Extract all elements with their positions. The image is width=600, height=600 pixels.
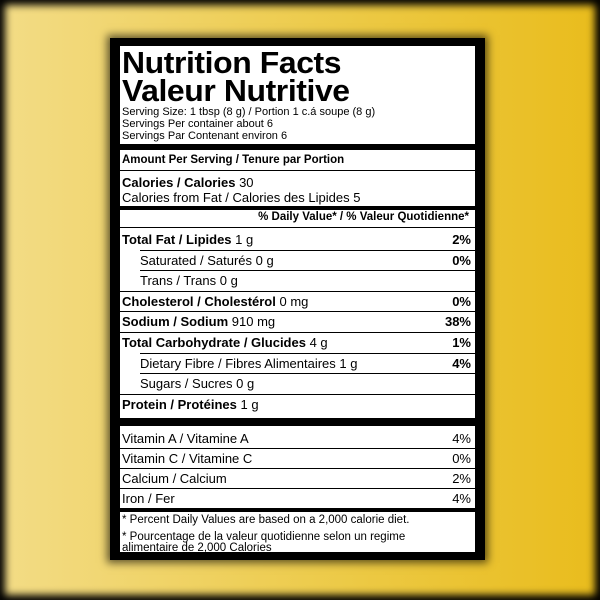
nutrient-name: Total Fat / Lipides	[122, 232, 232, 247]
nutrient-name: Total Carbohydrate / Glucides	[122, 335, 306, 350]
vitamin-name: Iron / Fer	[122, 491, 175, 507]
nutrient-row: Total Fat / Lipides 1 g 2%	[122, 230, 471, 250]
nutrient-row: Dietary Fibre / Fibres Alimentaires 1 g 4…	[140, 354, 471, 374]
rule	[120, 206, 475, 210]
nutrient-amount: 4 g	[309, 335, 328, 350]
nutrient-name: Sodium / Sodium	[122, 314, 229, 330]
daily-value: 2%	[452, 232, 471, 247]
nutrient-name: Cholesterol / Cholestérol	[122, 293, 276, 309]
daily-value: 1%	[452, 335, 471, 350]
nutrient-row: Cholesterol / Cholestérol 0 mg 0%	[122, 292, 471, 312]
nutrient-name: Dietary Fibre / Fibres Alimentaires	[140, 355, 336, 371]
rule	[140, 352, 475, 354]
daily-value: 4%	[452, 491, 471, 507]
rule	[120, 393, 475, 395]
daily-value: 4%	[452, 355, 471, 371]
rule	[120, 170, 475, 171]
nutrient-amount: 910 mg	[231, 314, 276, 330]
footnote: * Percent Daily Values are based on a 2,…	[122, 514, 410, 526]
vitamin-name: Vitamin C / Vitamine C	[122, 451, 253, 467]
nutrient-row: Saturated / Saturés 0 g 0%	[140, 251, 471, 271]
vitamin-row: Iron / Fer 4%	[122, 489, 471, 509]
nutrient-row: Protein / Protéines 1 g	[122, 395, 471, 415]
footnote: * Pourcentage de la valeur quotidienne s…	[122, 531, 406, 552]
rule	[120, 332, 475, 333]
nutrient-amount: 1 g	[235, 232, 254, 247]
vitamin-row: Calcium / Calcium 2%	[122, 469, 471, 489]
serving-line: Servings Per container about 6	[122, 118, 274, 130]
nutrient-amount: 1 g	[240, 396, 259, 412]
rule	[140, 373, 475, 375]
amount-header: Amount Per Serving / Tenure par Portion	[122, 154, 345, 166]
serving-line: Serving Size: 1 tbsp (8 g) / Portion 1 c…	[122, 106, 376, 118]
nutrient-row: Sodium / Sodium 910 mg 38%	[122, 312, 471, 332]
nutrient-amount: 0 g	[219, 273, 238, 289]
rule	[120, 227, 475, 228]
nutrient-name: Trans / Trans	[140, 273, 217, 289]
daily-value: 0%	[452, 252, 471, 268]
serving-line: Servings Par Contenant environ 6	[122, 130, 288, 142]
rule	[120, 448, 475, 450]
nutrient-row: Sugars / Sucres 0 g	[140, 374, 471, 394]
nutrient-name: Saturated / Saturés	[140, 252, 253, 268]
rule	[140, 270, 475, 272]
rule	[120, 468, 475, 470]
title: Valeur Nutritive	[122, 73, 350, 108]
rule	[120, 488, 475, 490]
rule	[120, 508, 475, 513]
daily-value: 38%	[444, 314, 471, 330]
calories: Calories / Calories 30	[122, 175, 254, 190]
daily-value: 2%	[452, 471, 471, 487]
vitamin-row: Vitamin C / Vitamine C 0%	[122, 449, 471, 469]
nutrient-amount: 0 g	[255, 252, 274, 268]
rule	[120, 418, 475, 427]
calories-value: 30	[239, 175, 254, 190]
daily-value: 0%	[452, 451, 471, 467]
nutrient-name: Sugars / Sucres	[140, 376, 233, 392]
vitamin-name: Calcium / Calcium	[122, 471, 227, 487]
vitamin-name: Vitamin A / Vitamine A	[122, 431, 249, 447]
nutrition-label: Nutrition Facts Valeur Nutritive Serving…	[120, 46, 475, 552]
rule	[140, 249, 475, 251]
nutrient-amount: 0 mg	[279, 293, 309, 309]
rule	[120, 290, 475, 292]
vitamin-row: Vitamin A / Vitamine A 4%	[122, 429, 471, 449]
nutrient-row: Total Carbohydrate / Glucides 4 g 1%	[122, 333, 471, 353]
dv-header: % Daily Value* / % Valeur Quotidienne*	[258, 211, 469, 223]
calories-fat: Calories from Fat / Calories des Lipides…	[122, 190, 361, 205]
calories-label: Calories / Calories	[122, 175, 236, 190]
nutrient-name: Protein / Protéines	[122, 396, 237, 412]
title: Nutrition Facts	[122, 46, 342, 80]
daily-value: 4%	[452, 431, 471, 447]
rule	[120, 311, 475, 313]
nutrient-amount: 1 g	[339, 355, 358, 371]
nutrient-amount: 0 g	[236, 376, 255, 392]
daily-value: 0%	[452, 293, 471, 309]
nutrient-row: Trans / Trans 0 g	[140, 271, 471, 291]
rule	[120, 144, 475, 150]
